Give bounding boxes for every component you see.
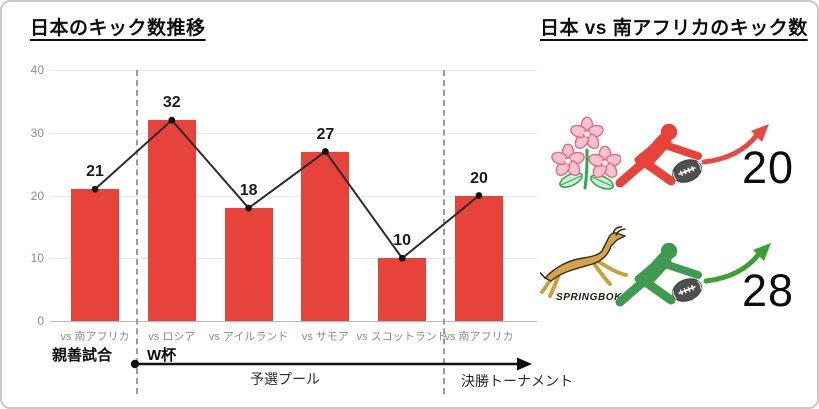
- bar-value-label: 32: [162, 94, 181, 112]
- gridline: [50, 132, 537, 134]
- rugby-ball-icon: [672, 278, 702, 302]
- japan-kicker-icon: [615, 123, 702, 188]
- japan-rugby-cherry-blossom-logo-icon: [551, 116, 621, 190]
- right-comparison-title: 日本 vs 南アフリカのキック数: [540, 18, 808, 39]
- x-axis-category-label: vs スコットランド: [356, 331, 448, 343]
- bar: [71, 189, 119, 321]
- x-axis-category-label: vs ロシア: [148, 331, 196, 343]
- bar: [455, 195, 503, 321]
- x-axis-category-label: vs アイルランド: [208, 331, 289, 343]
- pool-stage-label: 予選プール: [250, 371, 320, 387]
- bar: [378, 258, 427, 321]
- south-africa-kick-count: 28: [741, 265, 795, 316]
- bar: [224, 208, 273, 321]
- kick-trend-chart: 0 10 20 30 40 21 vs 南アフリカ 32 vs ロシア 18 vs アイルランド 27…: [2, 2, 547, 407]
- worldcup-timeline-arrow-icon: [130, 357, 532, 371]
- left-chart-title: 日本のキック数推移: [30, 18, 206, 39]
- japan-kick-trend-up-arrow-icon: [701, 124, 769, 165]
- bar: [301, 151, 350, 321]
- bar: [147, 120, 196, 321]
- phase-divider-dashed-line: [443, 70, 446, 394]
- bar-value-label: 27: [316, 125, 335, 143]
- bar-value-label: 20: [470, 169, 488, 187]
- springbok-logo-icon: SPRINGBOK: [539, 226, 628, 303]
- phase-friendly-label: 親善試合: [52, 347, 113, 364]
- leaf-right: [590, 174, 614, 190]
- south-africa-kicker-icon: [615, 242, 702, 307]
- gridline: [50, 70, 537, 71]
- rugby-ball-icon: [672, 159, 702, 183]
- knockout-stage-label: 決勝トーナメント: [461, 373, 573, 389]
- japan-kick-count: 20: [741, 142, 795, 193]
- y-axis-tick-label: 0: [37, 314, 44, 328]
- south-africa-kick-trend-up-arrow-icon: [703, 243, 771, 284]
- bar-value-label: 21: [86, 163, 104, 181]
- y-axis-tick-label: 30: [30, 125, 44, 140]
- gridline: [50, 321, 537, 322]
- phase-worldcup-label: W杯: [147, 347, 177, 364]
- y-axis-tick-label: 40: [30, 63, 44, 77]
- phase-divider-dashed-line: [135, 70, 138, 394]
- x-axis-category-label: vs サモア: [301, 331, 349, 343]
- springbok-caption: SPRINGBOK: [556, 292, 622, 303]
- bar-value-label: 18: [239, 182, 258, 200]
- x-axis-category-label: vs 南アフリカ: [444, 331, 514, 343]
- bar-value-label: 10: [393, 232, 412, 250]
- x-axis-category-label: vs 南アフリカ: [60, 331, 130, 343]
- leaf-left: [559, 171, 583, 189]
- y-axis-tick-label: 20: [30, 188, 44, 203]
- y-axis-tick-label: 10: [30, 251, 44, 266]
